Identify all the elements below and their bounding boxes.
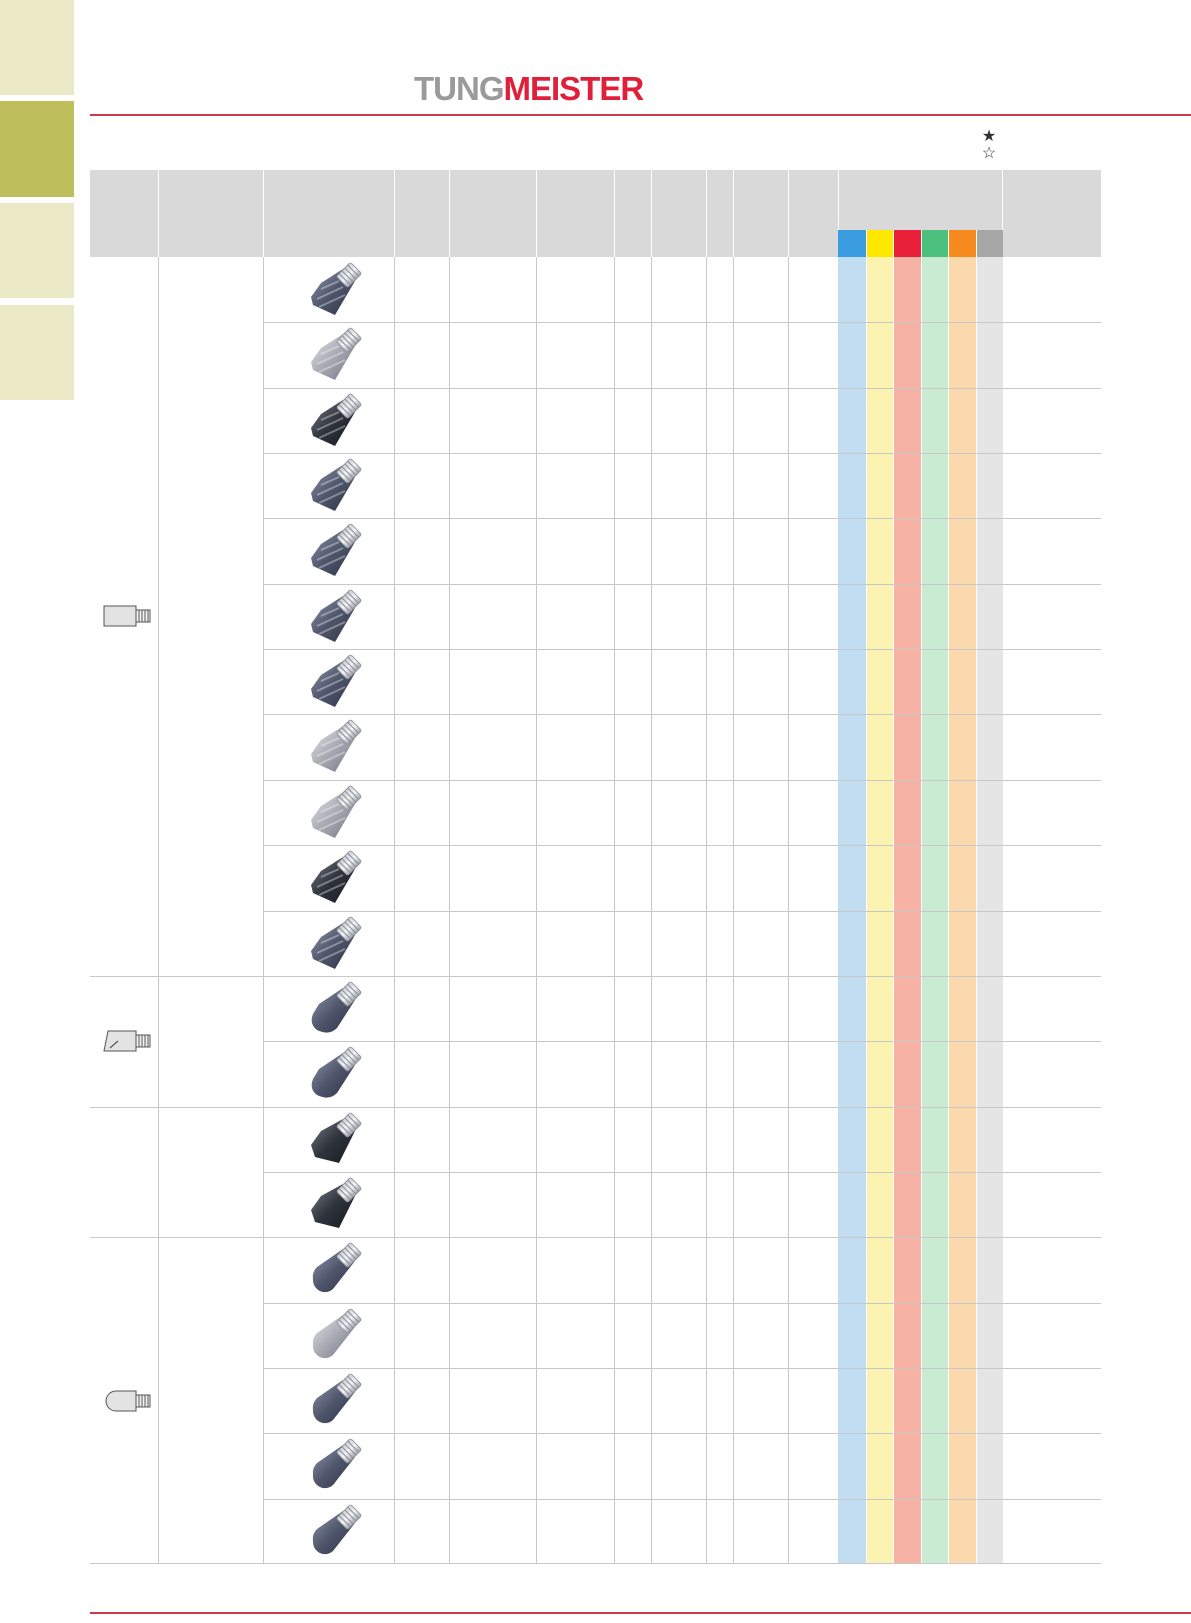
- filled-star-icon: ★: [981, 128, 997, 145]
- row-divider: [263, 387, 1101, 389]
- product-table: [90, 170, 1101, 1564]
- material-color-swatch: [865, 230, 893, 257]
- row-divider: [263, 1367, 1101, 1369]
- material-column-divider: [920, 230, 922, 1564]
- dark-4-flute-endmill-head: [311, 262, 362, 315]
- section-tab-2-active[interactable]: [0, 101, 74, 197]
- dark-ball-nose-head: [312, 1504, 362, 1554]
- light-ball-nose-head: [312, 1308, 362, 1358]
- row-divider: [263, 1171, 1101, 1173]
- row-divider: [263, 714, 1101, 716]
- row-divider: [263, 1498, 1101, 1500]
- material-column-divider: [948, 230, 949, 1564]
- group-divider: [90, 1237, 263, 1239]
- row-divider: [263, 1237, 1101, 1239]
- black-chamfer-head: [311, 1112, 362, 1163]
- corner-radius-head-icon: [103, 1030, 151, 1052]
- row-divider: [263, 779, 1101, 781]
- material-color-swatch: [838, 230, 866, 257]
- ball-nose-head-icon: [105, 1390, 151, 1412]
- dark-corner-radius-head: [311, 981, 362, 1033]
- row-divider: [263, 583, 1101, 585]
- hollow-star-icon: ☆: [981, 145, 997, 162]
- square-end-head-icon: [103, 605, 151, 627]
- header-column-divider: [394, 170, 395, 257]
- material-column-divider: [893, 230, 894, 1564]
- dark-multi-flute-endmill-head: [311, 589, 362, 642]
- dark-3-flute-endmill-head: [311, 458, 362, 512]
- brand-logo: TUNGMEISTER: [414, 70, 645, 107]
- header-column-divider: [651, 170, 652, 257]
- silver-4-flute-endmill-head: [311, 785, 362, 838]
- table-header: [90, 170, 1101, 257]
- table-bottom-rule: [90, 1563, 1101, 1564]
- header-column-divider: [614, 170, 615, 257]
- dark-ball-nose-head: [312, 1438, 362, 1489]
- row-divider: [263, 975, 1101, 977]
- row-divider: [263, 910, 1101, 912]
- dark-2-flute-endmill-head: [311, 524, 362, 577]
- header-column-divider: [449, 170, 450, 257]
- black-4-flute-endmill-head: [311, 393, 362, 446]
- column-divider: [158, 257, 159, 1564]
- header-column-divider: [706, 170, 707, 257]
- header-rule: [90, 114, 1191, 116]
- section-tab-4[interactable]: [0, 305, 74, 400]
- row-divider: [263, 453, 1101, 455]
- header-column-divider: [838, 170, 839, 257]
- row-divider: [263, 518, 1101, 520]
- row-divider: [263, 1041, 1101, 1043]
- section-tab-1[interactable]: [0, 0, 74, 95]
- dark-ball-nose-head: [312, 1242, 362, 1293]
- row-divider: [263, 845, 1101, 847]
- row-divider: [263, 1302, 1101, 1304]
- material-color-swatch: [893, 230, 921, 257]
- header-column-divider: [158, 170, 159, 257]
- header-column-divider: [1002, 170, 1003, 257]
- header-column-divider: [536, 170, 537, 257]
- row-divider: [263, 649, 1101, 651]
- black-multi-flute-endmill-head: [311, 850, 362, 904]
- group-divider: [90, 975, 263, 977]
- group-divider: [90, 1106, 263, 1108]
- section-tab-3[interactable]: [0, 203, 74, 298]
- star-legend: ★ ☆: [979, 128, 999, 162]
- footer-rule: [90, 1612, 1191, 1614]
- header-column-divider: [788, 170, 789, 257]
- material-color-swatch: [975, 230, 1003, 257]
- black-chamfer-head: [311, 1177, 362, 1228]
- logo-part-1: TUNG: [414, 70, 504, 107]
- silver-2-flute-endmill-head: [311, 720, 362, 773]
- material-column-divider: [865, 230, 867, 1564]
- dark-ball-nose-head: [312, 1373, 362, 1424]
- light-2-flute-endmill-head: [311, 328, 362, 381]
- chamfer-head-icon: [102, 1157, 156, 1187]
- header-column-divider: [733, 170, 734, 257]
- row-divider: [263, 1106, 1101, 1108]
- material-column-divider: [975, 230, 977, 1564]
- material-color-swatch: [948, 230, 976, 257]
- logo-part-2: MEISTER: [503, 70, 645, 107]
- dark-corner-radius-head: [311, 1046, 362, 1098]
- dark-multi-flute-endmill-head: [311, 916, 362, 969]
- row-divider: [263, 1433, 1101, 1435]
- dark-4-flute-endmill-head: [311, 654, 362, 708]
- material-color-swatch: [920, 230, 948, 257]
- row-divider: [263, 322, 1101, 324]
- header-column-divider: [263, 170, 264, 257]
